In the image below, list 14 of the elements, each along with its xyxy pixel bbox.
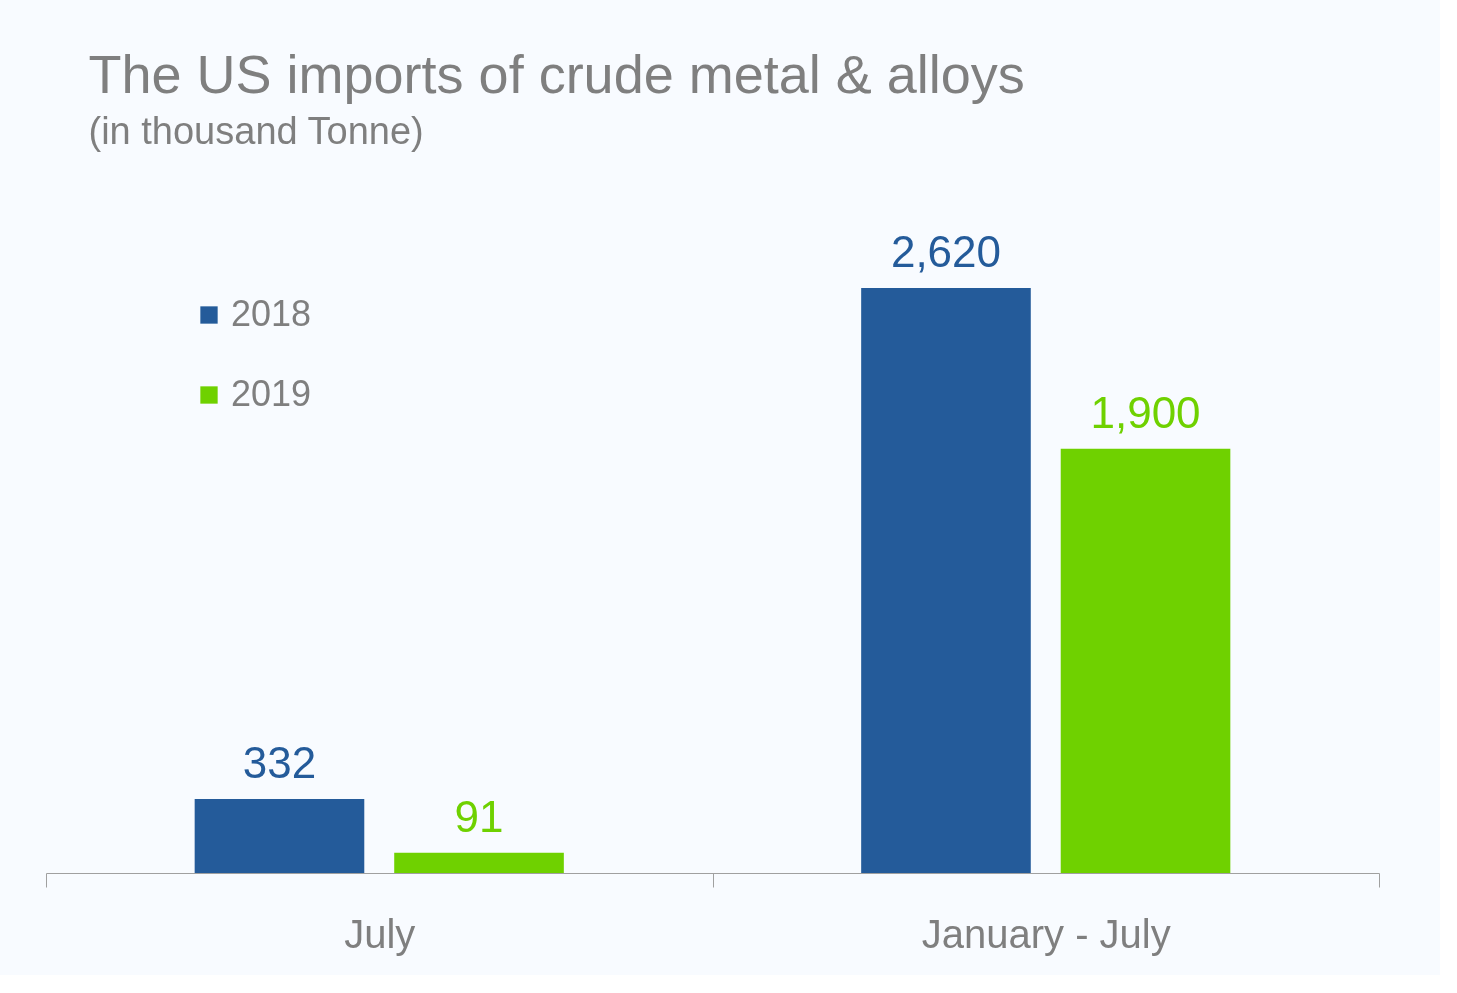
bar bbox=[1060, 448, 1231, 873]
chart-subtitle: (in thousand Tonne) bbox=[88, 110, 424, 152]
bar bbox=[394, 852, 564, 873]
legend-label: 2019 bbox=[231, 373, 312, 414]
data-label: 91 bbox=[454, 791, 504, 841]
data-label: 332 bbox=[242, 737, 317, 787]
x-tick-label: July bbox=[344, 911, 416, 956]
x-tick-label: January - July bbox=[921, 911, 1171, 956]
bar bbox=[194, 798, 365, 873]
data-label: 2,620 bbox=[890, 227, 1002, 277]
chart-title: The US imports of crude metal & alloys bbox=[88, 44, 1025, 104]
bar bbox=[861, 288, 1031, 873]
data-label: 1,900 bbox=[1090, 387, 1201, 437]
legend-label: 2018 bbox=[231, 293, 312, 334]
